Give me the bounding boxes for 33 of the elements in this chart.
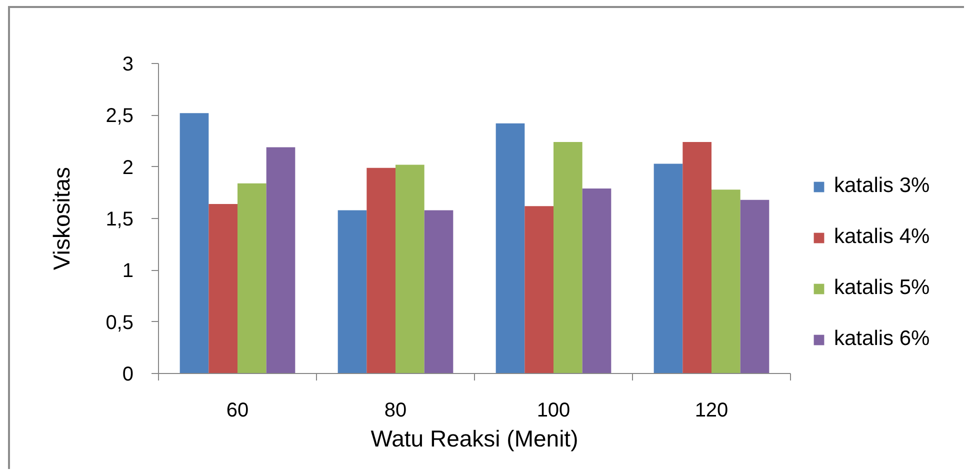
x-tick-label: 60	[226, 400, 249, 422]
bar	[496, 123, 525, 374]
y-tick-label: 0	[122, 364, 134, 386]
legend-label: katalis 5%	[834, 276, 930, 300]
x-tick-label: 100	[536, 400, 570, 422]
bar	[740, 200, 770, 374]
x-axis-title: Watu Reaksi (Menit)	[370, 426, 578, 452]
legend-label: katalis 4%	[834, 225, 930, 249]
bar	[366, 168, 396, 374]
bar	[180, 113, 209, 374]
y-tick-label: 1	[122, 260, 134, 282]
bar	[424, 210, 454, 374]
bar	[712, 190, 740, 374]
x-tick-label: 80	[384, 400, 407, 422]
bar	[338, 210, 367, 374]
bar	[524, 206, 554, 374]
bar	[396, 164, 424, 374]
y-tick-label: 0,5	[106, 312, 134, 334]
x-tick-label: 120	[694, 400, 728, 422]
legend-label: katalis 3%	[834, 174, 930, 198]
y-tick-label: 3	[122, 54, 134, 76]
legend-label: katalis 6%	[834, 327, 930, 351]
y-tick-label: 2,5	[106, 105, 134, 128]
y-axis-title: Viskositas	[48, 166, 75, 270]
bar	[238, 183, 266, 374]
bar	[554, 142, 582, 374]
bar	[208, 204, 238, 374]
bar	[582, 188, 612, 374]
bar	[654, 164, 683, 374]
y-tick-label: 2	[122, 156, 134, 179]
y-tick-label: 1,5	[106, 208, 134, 230]
bar	[682, 142, 712, 374]
bar	[266, 147, 296, 374]
